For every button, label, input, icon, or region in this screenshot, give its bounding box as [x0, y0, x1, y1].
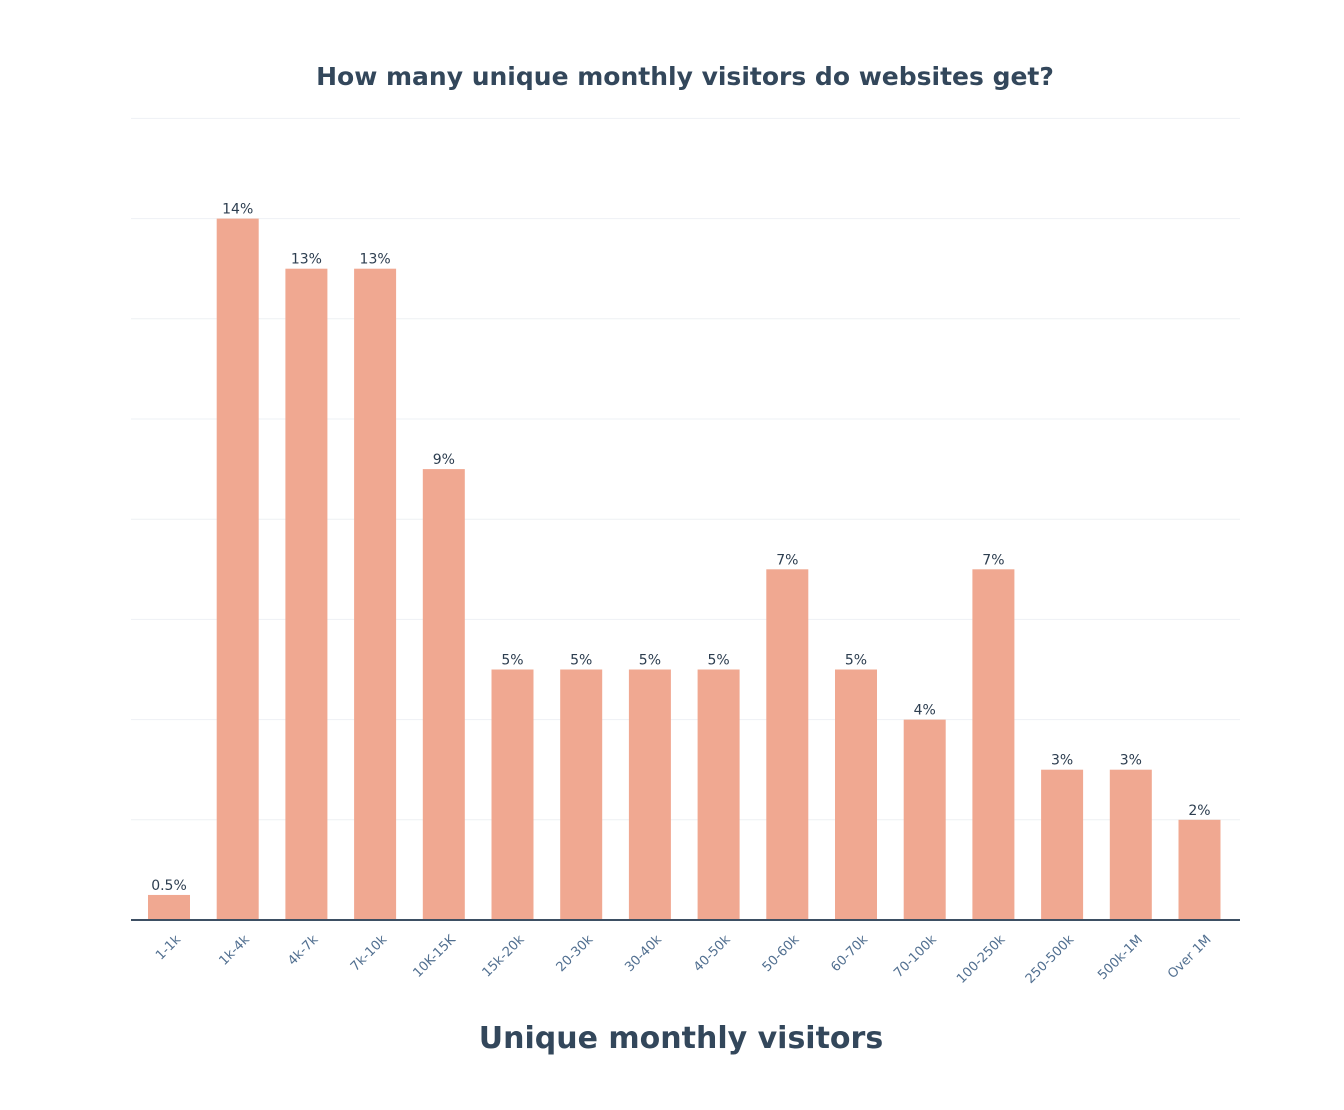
- value-label: 3%: [1120, 753, 1142, 769]
- bar-10K-15K: [422, 469, 465, 920]
- x-axis-title: Unique monthly visitors: [479, 1021, 883, 1056]
- x-tick-label: 1k-4k: [216, 932, 253, 969]
- value-label: 0.5%: [151, 878, 187, 894]
- value-label: 9%: [433, 452, 455, 468]
- value-label: 2%: [1188, 803, 1210, 819]
- bar-1-1k: [148, 894, 190, 920]
- value-label: 5%: [570, 653, 592, 669]
- x-tick-label: 60-70k: [828, 932, 871, 975]
- x-tick-label: 7k-10k: [348, 932, 390, 974]
- x-tick-label: 15k-20k: [480, 932, 528, 980]
- value-label: 5%: [707, 653, 729, 669]
- x-tick-label: Over 1M: [1165, 932, 1214, 981]
- x-tick-label: 100-250k: [954, 932, 1009, 987]
- value-label: 5%: [845, 653, 867, 669]
- bar-15k-20k: [491, 669, 534, 920]
- value-labels: 0.5% 14% 13% 13% 9% 5% 5% 5% 5% 7% 5% 4% 7% 3% 3% 2%: [151, 202, 1210, 894]
- value-label: 7%: [982, 552, 1004, 568]
- x-tick-label: 250-500k: [1023, 932, 1078, 987]
- bar-70-100k: [903, 719, 946, 920]
- x-tick-labels: 1-1k 1k-4k 4k-7k 7k-10k 10K-15K 15k-20k 20-30k…: [153, 932, 1214, 987]
- bar-20-30k: [560, 669, 603, 920]
- bar-1k-4k: [216, 218, 259, 921]
- x-tick-label: 40-50k: [691, 932, 734, 975]
- bar-40-50k: [697, 669, 740, 920]
- bar-500k-1M: [1109, 769, 1152, 920]
- bar-30-40k: [628, 669, 671, 920]
- bar-60-70k: [835, 669, 877, 920]
- value-label: 13%: [360, 252, 391, 268]
- x-tick-label: 10K-15K: [410, 932, 459, 981]
- x-tick-label: 4k-7k: [285, 932, 322, 969]
- value-label: 7%: [776, 552, 798, 568]
- value-label: 3%: [1051, 753, 1073, 769]
- x-tick-label: 1-1k: [153, 932, 184, 963]
- chart-title: How many unique monthly visitors do webs…: [316, 62, 1054, 91]
- x-tick-label: 70-100k: [891, 932, 940, 981]
- x-tick-label: 500k-1M: [1095, 932, 1146, 983]
- bar-4k-7k: [285, 268, 328, 920]
- value-label: 14%: [222, 202, 253, 218]
- value-label: 13%: [291, 252, 322, 268]
- bar-250-500k: [1041, 769, 1084, 920]
- x-tick-label: 50-60k: [760, 932, 803, 975]
- bar-7k-10k: [354, 268, 397, 920]
- value-label: 5%: [501, 653, 523, 669]
- bar-100-250k: [972, 569, 1015, 920]
- bar-50-60k: [766, 569, 809, 920]
- bars: [148, 218, 1221, 921]
- x-tick-label: 20-30k: [554, 932, 597, 975]
- bar-Over 1M: [1178, 819, 1221, 920]
- value-label: 5%: [639, 653, 661, 669]
- x-tick-label: 30-40k: [622, 932, 665, 975]
- value-label: 4%: [914, 703, 936, 719]
